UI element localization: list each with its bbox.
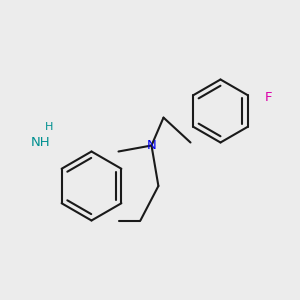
Text: N: N bbox=[147, 139, 156, 152]
Text: H: H bbox=[45, 122, 54, 133]
Text: NH: NH bbox=[31, 136, 50, 149]
Text: F: F bbox=[265, 91, 272, 104]
